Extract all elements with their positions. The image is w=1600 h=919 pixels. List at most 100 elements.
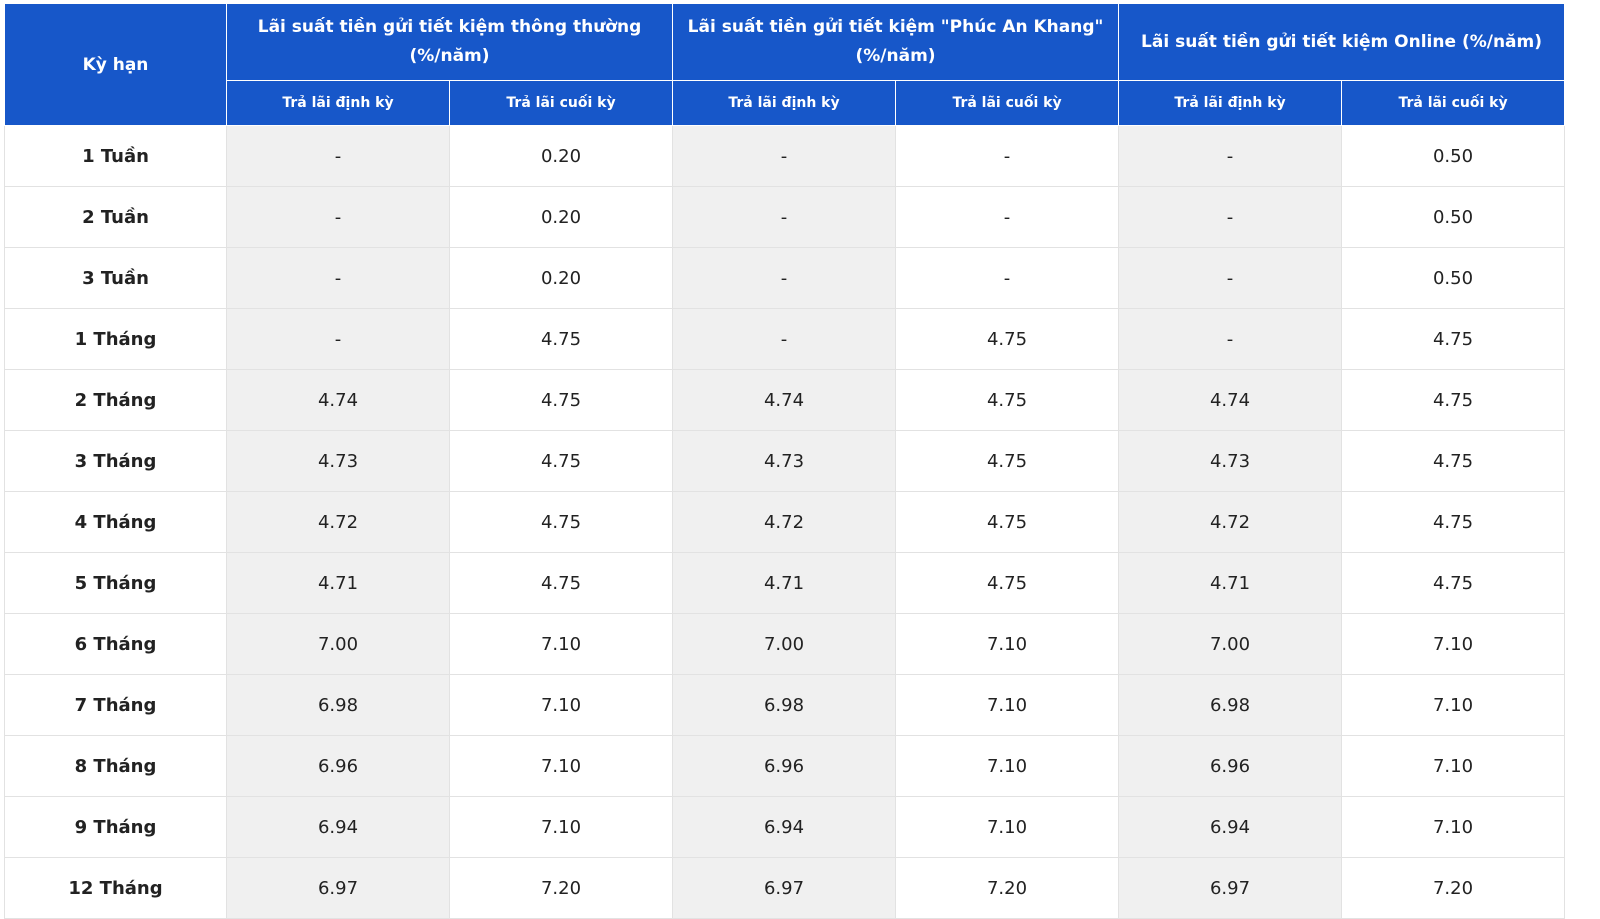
rate-cell: 7.10: [1341, 796, 1566, 858]
rate-cell: 4.75: [448, 369, 674, 431]
table-row: 1 Tháng -4.75-4.75-4.75: [4, 308, 1566, 370]
table-row: 9 Tháng 6.94 7.10 6.94 7.10 6.94 7.10: [4, 796, 1566, 858]
rate-cell: 6.94: [672, 796, 897, 858]
rate-cell: 4.72: [672, 491, 897, 553]
table-row: 2 Tuần -0.20- - -0.50: [4, 186, 1566, 248]
rate-cell: 4.75: [448, 430, 674, 492]
rate-cell: -: [895, 125, 1120, 187]
rate-cell: 4.73: [672, 430, 897, 492]
table-head: Kỳ hạn Lãi suất tiền gửi tiết kiệm thông …: [4, 3, 1566, 126]
term-cell: 1 Tuần: [4, 125, 227, 187]
table-row: 5 Tháng 4.71 4.75 4.71 4.75 4.71 4.75: [4, 552, 1566, 614]
rate-cell: -: [895, 186, 1120, 248]
column-header: Trả lãi định kỳ: [226, 80, 450, 126]
rate-cell: 4.75: [895, 491, 1120, 553]
row-header: Kỳ hạn: [4, 3, 227, 126]
column-header: Trả lãi cuối kỳ: [448, 80, 674, 126]
table-row: 6 Tháng 7.00 7.10 7.00 7.10 7.00 7.10: [4, 613, 1566, 675]
table-row: 2 Tháng 4.74 4.75 4.74 4.75 4.74 4.75: [4, 369, 1566, 431]
rate-cell: 4.75: [895, 430, 1120, 492]
rate-cell: 4.71: [226, 552, 450, 614]
rate-cell: -: [895, 247, 1120, 309]
rate-cell: 7.10: [895, 796, 1120, 858]
rate-cell: 6.97: [226, 857, 450, 919]
term-cell: 5 Tháng: [4, 552, 227, 614]
rate-cell: 7.10: [1341, 674, 1566, 736]
term-cell: 1 Tháng: [4, 308, 227, 370]
table-row: 3 Tháng 4.73 4.75 4.73 4.75 4.73 4.75: [4, 430, 1566, 492]
rate-cell: -: [226, 247, 450, 309]
rate-cell: 4.72: [1118, 491, 1343, 553]
rate-cell: 6.97: [672, 857, 897, 919]
rate-cell: 7.10: [448, 613, 674, 675]
table-row: 8 Tháng 6.96 7.10 6.96 7.10 6.96 7.10: [4, 735, 1566, 797]
rate-cell: 7.10: [895, 735, 1120, 797]
rate-cell: 7.10: [448, 735, 674, 797]
table-row: 12 Tháng 6.97 7.20 6.97 7.20 6.97 7.20: [4, 857, 1566, 919]
rate-cell: -: [672, 186, 897, 248]
rate-cell: -: [226, 186, 450, 248]
rate-cell: 4.75: [895, 552, 1120, 614]
rate-cell: 7.10: [448, 796, 674, 858]
term-cell: 3 Tháng: [4, 430, 227, 492]
table-row: 1 Tuần -0.20- - -0.50: [4, 125, 1566, 187]
term-cell: 3 Tuần: [4, 247, 227, 309]
rate-cell: 7.00: [672, 613, 897, 675]
rate-cell: 4.73: [1118, 430, 1343, 492]
subheader-row: Trả lãi định kỳ Trả lãi cuối kỳ Trả lãi đị…: [5, 80, 1566, 126]
term-cell: 8 Tháng: [4, 735, 227, 797]
rate-cell: 4.75: [895, 369, 1120, 431]
rate-cell: 0.50: [1341, 186, 1566, 248]
rate-cell: 7.20: [1341, 857, 1566, 919]
rate-cell: -: [672, 308, 897, 370]
rate-cell: 4.74: [226, 369, 450, 431]
column-header: Trả lãi cuối kỳ: [895, 80, 1120, 126]
term-cell: 12 Tháng: [4, 857, 227, 919]
rate-cell: 4.74: [672, 369, 897, 431]
rate-cell: 0.20: [448, 247, 674, 309]
rate-cell: -: [1118, 125, 1343, 187]
rate-table: Kỳ hạn Lãi suất tiền gửi tiết kiệm thông …: [4, 3, 1566, 919]
rate-cell: 4.75: [1341, 552, 1566, 614]
rate-cell: 7.20: [895, 857, 1120, 919]
rate-cell: 4.75: [448, 491, 674, 553]
table-body: 1 Tuần -0.20- - -0.50 2 Tuần -0.20- - -0.50 3 Tu…: [4, 125, 1566, 919]
rate-cell: 6.98: [226, 674, 450, 736]
rate-cell: 6.94: [1118, 796, 1343, 858]
rate-cell: 7.10: [448, 674, 674, 736]
rate-cell: 6.98: [672, 674, 897, 736]
rate-cell: 6.96: [1118, 735, 1343, 797]
term-cell: 2 Tuần: [4, 186, 227, 248]
rate-cell: 7.10: [1341, 613, 1566, 675]
rate-cell: 7.00: [1118, 613, 1343, 675]
term-cell: 9 Tháng: [4, 796, 227, 858]
group-header: Lãi suất tiền gửi tiết kiệm "Phúc An Kha…: [672, 3, 1120, 81]
rate-cell: 6.94: [226, 796, 450, 858]
term-cell: 4 Tháng: [4, 491, 227, 553]
rate-cell: 4.72: [226, 491, 450, 553]
rate-cell: 7.10: [895, 613, 1120, 675]
rate-cell: 4.75: [448, 308, 674, 370]
rate-cell: -: [226, 308, 450, 370]
rate-cell: 7.00: [226, 613, 450, 675]
rate-cell: 4.75: [448, 552, 674, 614]
rate-cell: -: [672, 247, 897, 309]
rate-cell: 4.75: [1341, 430, 1566, 492]
rate-cell: -: [672, 125, 897, 187]
header-row: Kỳ hạn Lãi suất tiền gửi tiết kiệm thông …: [4, 3, 1566, 126]
table-row: 7 Tháng 6.98 7.10 6.98 7.10 6.98 7.10: [4, 674, 1566, 736]
group-header: Lãi suất tiền gửi tiết kiệm Online (%/nă…: [1118, 3, 1566, 81]
column-header: Trả lãi định kỳ: [1118, 80, 1343, 126]
rate-cell: 4.71: [672, 552, 897, 614]
rate-cell: 7.20: [448, 857, 674, 919]
rate-cell: 0.20: [448, 125, 674, 187]
table-row: 4 Tháng 4.72 4.75 4.72 4.75 4.72 4.75: [4, 491, 1566, 553]
rate-cell: 7.10: [1341, 735, 1566, 797]
rate-cell: 4.75: [1341, 308, 1566, 370]
rate-cell: 4.75: [1341, 491, 1566, 553]
term-cell: 6 Tháng: [4, 613, 227, 675]
column-header: Trả lãi cuối kỳ: [1341, 80, 1566, 126]
rate-cell: 4.71: [1118, 552, 1343, 614]
table-row: 3 Tuần -0.20- - -0.50: [4, 247, 1566, 309]
